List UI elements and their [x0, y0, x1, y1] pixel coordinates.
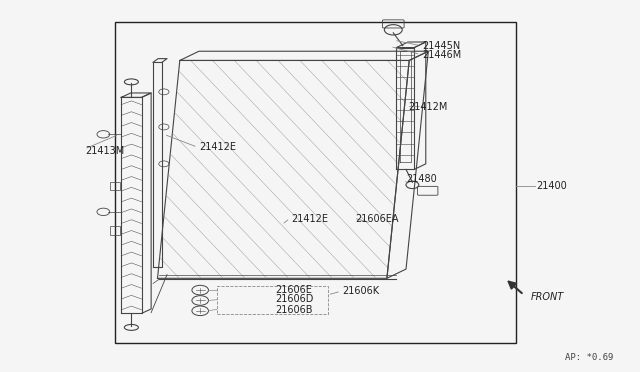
- Text: 21445N: 21445N: [422, 41, 460, 51]
- Text: 21606D: 21606D: [275, 294, 314, 304]
- Text: AP: *0.69: AP: *0.69: [564, 353, 613, 362]
- Bar: [217, 286, 328, 314]
- Bar: [109, 226, 120, 235]
- Text: FRONT: FRONT: [531, 292, 564, 302]
- Text: 21480: 21480: [406, 174, 436, 185]
- Text: 21400: 21400: [537, 181, 568, 191]
- Text: 21606B: 21606B: [275, 305, 313, 315]
- Bar: [115, 22, 516, 343]
- Text: 21412M: 21412M: [408, 102, 447, 112]
- Text: 21606EA: 21606EA: [355, 214, 399, 224]
- Text: 21606K: 21606K: [342, 286, 380, 296]
- Bar: [109, 182, 120, 190]
- Text: 21412E: 21412E: [291, 214, 328, 224]
- Text: 21412E: 21412E: [199, 142, 236, 152]
- Text: 21413M: 21413M: [86, 146, 125, 156]
- Text: 21606E: 21606E: [275, 285, 312, 295]
- Text: 21446M: 21446M: [422, 50, 461, 60]
